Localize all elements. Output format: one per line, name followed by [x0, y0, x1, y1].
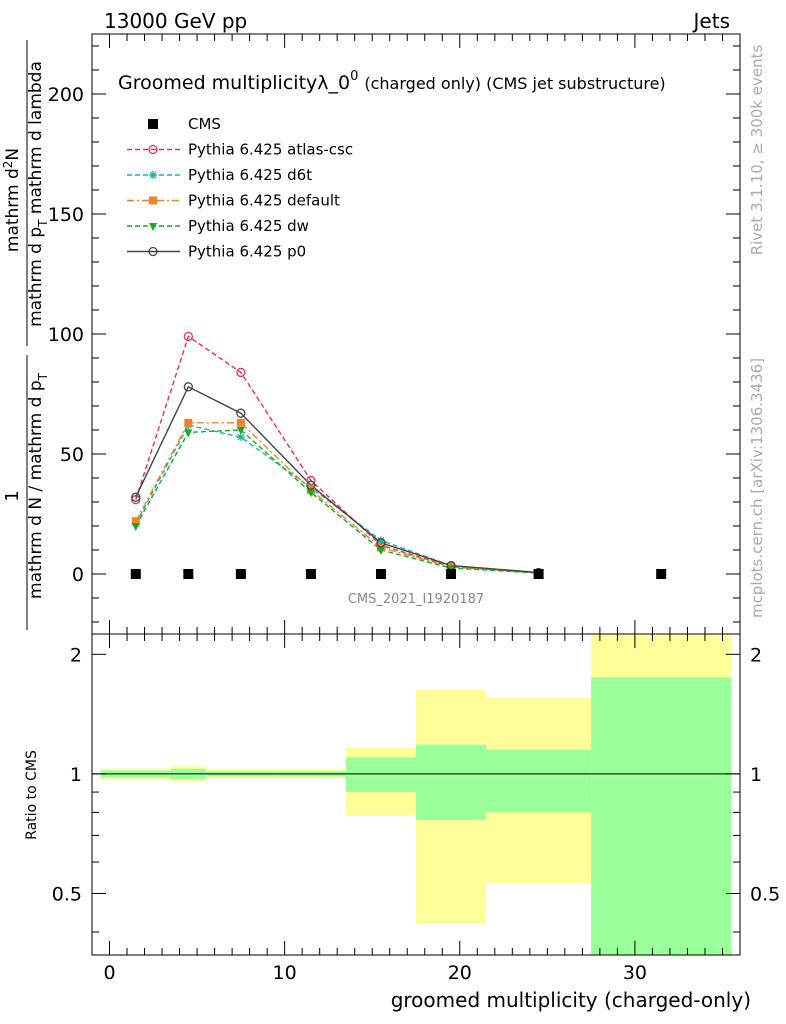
xtick-label: 0 [103, 962, 115, 984]
point-cms-4 [375, 569, 386, 579]
ratio-ylabel: Ratio to CMS [24, 750, 40, 840]
xtick-label: 20 [448, 962, 472, 984]
point-pythia-6-425-p0-4 [376, 538, 386, 548]
main-ytick-label: 100 [48, 324, 84, 346]
point-cms-7 [656, 569, 667, 579]
data-markers [130, 331, 667, 579]
ratio-ytick-label-right: 0.5 [750, 883, 780, 905]
mc-lines [135, 335, 539, 574]
xtick-label: 30 [623, 962, 647, 984]
point-pythia-6-425-dw-0 [131, 523, 140, 531]
ratio-ytick-label-left: 0.5 [52, 883, 82, 905]
header-left: 13000 GeV pp [104, 9, 247, 33]
point-pythia-6-425-p0-0 [131, 492, 141, 502]
legend-label-pythia-6-425-dw: Pythia 6.425 dw [188, 217, 309, 235]
series-line-pythia-6-425-p0 [135, 385, 539, 574]
analysis-watermark: CMS_2021_I1920187 [348, 592, 484, 607]
legend-marker-pythia-6-425-default [149, 196, 157, 205]
point-pythia-6-425-atlas-csc-1 [183, 331, 193, 342]
legend-marker-pythia-6-425-atlas-csc [148, 144, 158, 155]
ylabel-numerator: mathrm d2N [1, 148, 23, 252]
point-pythia-6-425-p0-3 [306, 480, 316, 490]
ylabel-denominator: mathrm d pT mathrm d lambda [26, 61, 50, 327]
ratio-inner-band-5 [416, 744, 487, 821]
mcplots-label: mcplots.cern.ch [arXiv:1306.3436] [748, 358, 766, 618]
xtick-label: 10 [273, 962, 297, 984]
point-pythia-6-425-dw-4 [376, 547, 385, 555]
point-pythia-6-425-dw-2 [236, 427, 245, 435]
ratio-inner-band-7 [591, 677, 732, 955]
point-pythia-6-425-dw-1 [184, 429, 193, 438]
legend-label-cms: CMS [188, 115, 221, 133]
plot-title: Groomed multiplicityλ_00 (charged only) (… [118, 69, 666, 94]
axes: 0 50 100 150 200 0 10 20 30 0.5 0.5 1 1 2 2 [48, 33, 780, 984]
ratio-bands [92, 634, 740, 955]
main-ytick-label: 150 [48, 204, 84, 226]
point-cms-5 [446, 569, 457, 579]
ratio-ytick-label-right: 1 [750, 764, 762, 786]
ratio-ytick-label-left: 1 [70, 764, 82, 786]
main-ylabel: 1 mathrm d N / mathrm d pT mathrm d2N ma… [1, 40, 50, 630]
ylabel-prefactor-denominator: mathrm d N / mathrm d pT [26, 372, 50, 599]
point-pythia-6-425-d6t-2 [236, 433, 245, 442]
legend-label-pythia-6-425-d6t: Pythia 6.425 d6t [188, 166, 312, 184]
ratio-frame [91, 633, 741, 956]
ratio-inner-band-4 [345, 757, 416, 793]
point-pythia-6-425-d6t-4 [376, 536, 385, 545]
point-pythia-6-425-default-0 [131, 517, 140, 526]
series-line-pythia-6-425-atlas-csc [135, 335, 539, 574]
point-pythia-6-425-p0-1 [183, 382, 193, 392]
xlabel: groomed multiplicity (charged-only) [391, 988, 751, 1012]
point-cms-0 [130, 569, 141, 579]
series-line-pythia-6-425-dw [135, 429, 539, 574]
point-cms-1 [183, 569, 194, 579]
point-cms-6 [533, 569, 544, 579]
legend-label-pythia-6-425-p0: Pythia 6.425 p0 [188, 243, 306, 261]
legend-marker-cms [148, 119, 158, 129]
series-line-pythia-6-425-d6t [135, 424, 539, 574]
ratio-ytick-label-right: 2 [750, 644, 762, 666]
legend: CMS Pythia 6.425 atlas-csc Pythia 6.425 d6… [127, 115, 353, 261]
ylabel-prefactor-numerator: 1 [2, 490, 23, 501]
main-ytick-label: 200 [48, 84, 84, 106]
header-right: Jets [692, 9, 730, 33]
legend-label-pythia-6-425-atlas-csc: Pythia 6.425 atlas-csc [188, 141, 353, 159]
legend-marker-pythia-6-425-d6t [149, 171, 157, 179]
point-cms-2 [235, 569, 246, 579]
legend-marker-pythia-6-425-dw [149, 223, 157, 231]
point-pythia-6-425-default-2 [236, 418, 245, 427]
rivet-label: Rivet 3.1.10, ≥ 300k events [748, 45, 766, 256]
legend-label-pythia-6-425-default: Pythia 6.425 default [188, 192, 340, 210]
point-cms-3 [305, 569, 316, 579]
point-pythia-6-425-dw-3 [306, 489, 315, 498]
point-pythia-6-425-atlas-csc-0 [131, 494, 141, 505]
series-line-pythia-6-425-default [135, 422, 539, 574]
point-pythia-6-425-atlas-csc-2 [236, 367, 246, 378]
main-ytick-label: 0 [72, 564, 84, 586]
ratio-ytick-label-left: 2 [70, 644, 82, 666]
main-ytick-label: 50 [60, 444, 84, 466]
point-pythia-6-425-p0-2 [236, 408, 246, 418]
point-pythia-6-425-default-1 [184, 418, 193, 427]
legend-marker-pythia-6-425-p0 [148, 246, 158, 257]
ratio-inner-band-6 [486, 749, 592, 813]
